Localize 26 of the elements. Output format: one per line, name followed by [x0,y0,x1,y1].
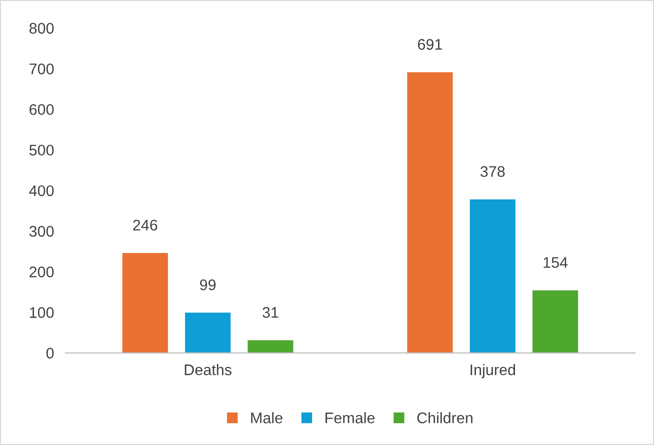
y-tick-label: 600 [30,104,54,115]
data-label: 154 [544,257,568,268]
y-tick-label: 500 [29,144,54,156]
data-label: 691 [418,39,442,50]
legend-label: Children [417,412,472,424]
x-tick-label: Injured [470,364,515,378]
bar [470,199,516,353]
data-label: 246 [133,220,158,231]
data-label: 31 [262,307,278,318]
bar [185,312,231,353]
legend-label: Male [251,412,282,424]
y-tick-label: 100 [30,307,54,318]
bar [122,252,168,353]
data-label: 378 [480,166,505,177]
y-tick-label: 700 [30,64,54,74]
data-label: 99 [200,279,216,290]
y-tick-label: 800 [29,22,54,34]
bar [248,340,294,353]
y-tick-label: 200 [30,266,54,278]
y-tick-label: 400 [29,185,54,196]
y-tick-label: 300 [29,226,54,237]
bar [407,72,453,353]
y-tick-label: 0 [46,348,54,359]
x-tick-label: Deaths [184,364,232,376]
legend-label: Female [326,412,375,424]
bar [532,290,578,353]
